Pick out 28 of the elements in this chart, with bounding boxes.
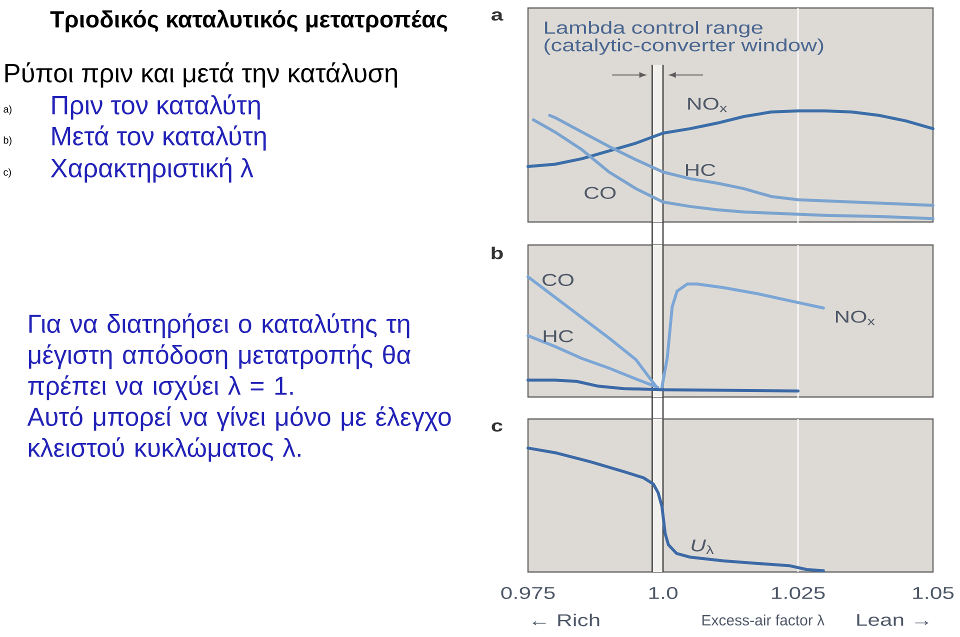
text: Πριν τον καταλύτη xyxy=(52,94,260,120)
series-label: CO xyxy=(584,186,616,199)
text: Ρύποι πριν και μετά την κατάλυση xyxy=(5,62,397,88)
chart-title: c xyxy=(492,422,502,432)
chart-title: a xyxy=(492,11,504,21)
text: Για να διατηρήσει ο καταλύτης τη μέγιστη απόδοση μετατροπής θα πρέπει να ισχύει λ = 1. xyxy=(28,313,410,400)
series-label: NO$_{x}$ xyxy=(688,98,728,112)
x-tick-label: 1.05 xyxy=(913,586,954,600)
text: b) xyxy=(4,136,12,146)
text: ← Rich xyxy=(532,614,600,626)
series-label: NO$_{x}$ xyxy=(836,310,875,326)
text: a) xyxy=(4,105,12,115)
x-tick-label: 0.975 xyxy=(501,586,555,600)
x-tick-label: 1.025 xyxy=(772,586,825,600)
series-label: CO xyxy=(542,274,574,286)
text: Τριοδικός καταλυτικός μετατροπέας xyxy=(50,10,448,32)
series-label: HC xyxy=(686,164,716,176)
x-axis-title: Excess-air factor λ xyxy=(702,614,824,626)
text: Μετά τον καταλύτη xyxy=(52,125,266,151)
series-label: U$_{λ}$ xyxy=(692,540,714,554)
text: Lean → xyxy=(857,614,928,626)
chart-title: b xyxy=(492,246,503,260)
text: Αυτό μπορεί να γίνει μόνο με έλεγχο κλειστού κυκλώματος λ. xyxy=(27,406,451,462)
x-tick-label: 1.0 xyxy=(649,586,678,600)
text: c) xyxy=(4,168,11,178)
text: Χαρακτηριστική λ xyxy=(50,157,254,183)
band-label: Lambda control range (catalytic-converter window) xyxy=(544,21,824,55)
series-label: HC xyxy=(544,330,574,342)
